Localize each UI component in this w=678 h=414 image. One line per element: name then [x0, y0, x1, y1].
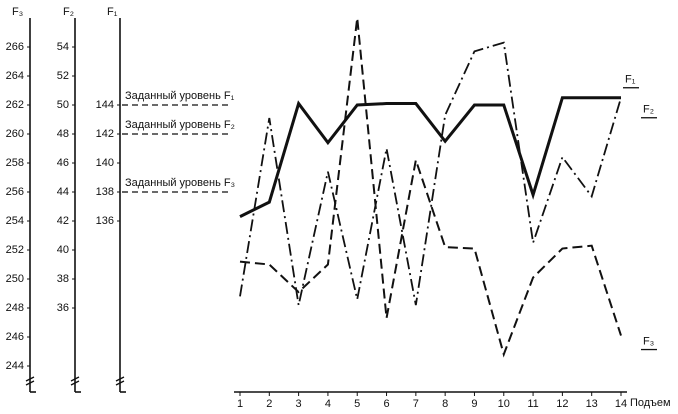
y-tick-label: 246 — [6, 331, 24, 343]
y-tick-label: 248 — [6, 302, 24, 314]
x-tick-label: 1 — [237, 398, 243, 410]
y-tick-label: 40 — [57, 244, 69, 256]
y-tick-label: 250 — [6, 273, 24, 285]
y-tick-label: 256 — [6, 186, 24, 198]
y-tick-label: 252 — [6, 244, 24, 256]
y-tick-label: 264 — [6, 70, 24, 82]
y-tick-label: 266 — [6, 41, 24, 53]
y-tick-label: 262 — [6, 99, 24, 111]
axis-break — [115, 376, 125, 386]
y-tick-label: 138 — [96, 186, 114, 198]
x-axis-label: Подъем — [630, 397, 671, 409]
x-tick-label: 3 — [296, 398, 302, 410]
reference-label: Заданный уровень F₃ — [125, 177, 235, 189]
y-tick-label: 140 — [96, 157, 114, 169]
y-tick-label: 38 — [57, 273, 69, 285]
x-tick-label: 9 — [471, 398, 477, 410]
reference-label: Заданный уровень F₁ — [125, 90, 235, 102]
y-tick-label: 244 — [6, 360, 24, 372]
y-tick-label: 36 — [57, 302, 69, 314]
y-tick-label: 44 — [57, 186, 69, 198]
y-tick-label: 136 — [96, 215, 114, 227]
y-tick-label: 48 — [57, 128, 69, 140]
x-tick-label: 5 — [354, 398, 360, 410]
y-tick-label: 50 — [57, 99, 69, 111]
x-tick-label: 8 — [442, 398, 448, 410]
axis-title: F₁ — [107, 6, 118, 18]
x-tick-label: 13 — [586, 398, 598, 410]
series-line — [239, 96, 621, 218]
y-tick-label: 260 — [6, 128, 24, 140]
y-tick-label: 258 — [6, 157, 24, 169]
x-tick-label: 11 — [527, 398, 538, 410]
series-line — [239, 41, 622, 306]
axis-title: F₂ — [63, 6, 74, 18]
reference-label: Заданный уровень F₂ — [125, 119, 235, 131]
y-tick-label: 254 — [6, 215, 24, 227]
axis-break — [70, 376, 80, 386]
y-tick-label: 144 — [96, 99, 114, 111]
y-tick-label: 54 — [57, 41, 69, 53]
x-tick-label: 14 — [615, 398, 627, 410]
y-tick-label: 142 — [96, 128, 114, 140]
legend-label: F₂ — [643, 104, 654, 116]
legend-label: F₃ — [643, 335, 654, 347]
x-tick-label: 10 — [498, 398, 510, 410]
series-line — [239, 17, 622, 358]
y-tick-label: 52 — [57, 70, 69, 82]
x-tick-label: 4 — [325, 398, 331, 410]
x-tick-label: 7 — [413, 398, 419, 410]
y-tick-label: 42 — [57, 215, 69, 227]
x-tick-label: 6 — [383, 398, 389, 410]
axis-title: F₃ — [12, 6, 23, 18]
axis-break — [25, 376, 35, 386]
y-tick-label: 46 — [57, 157, 69, 169]
x-tick-label: 2 — [266, 398, 272, 410]
x-tick-label: 12 — [556, 398, 568, 410]
legend-label: F₁ — [625, 74, 636, 86]
